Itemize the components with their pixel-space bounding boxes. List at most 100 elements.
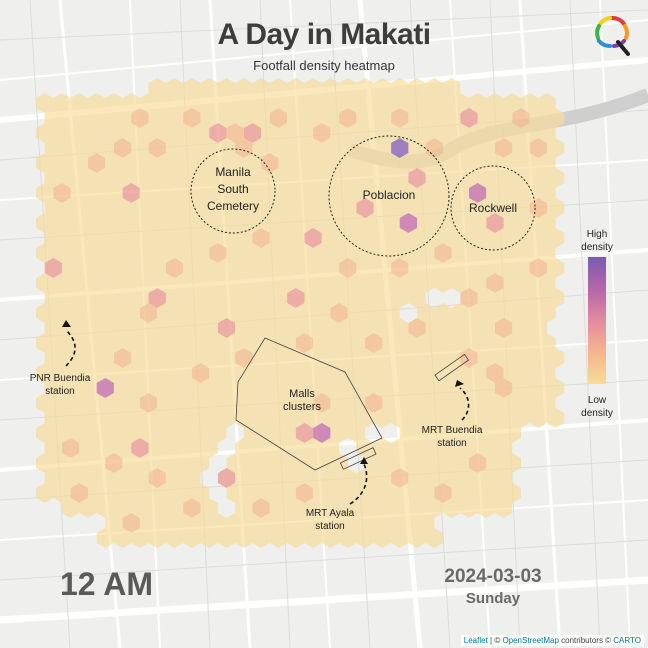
attribution-carto-link[interactable]: CARTO	[613, 636, 641, 645]
heat-hex	[261, 393, 279, 413]
heat-hex	[443, 108, 461, 128]
heat-hex	[339, 138, 357, 158]
heat-hex	[148, 168, 166, 188]
heat-hex	[53, 303, 71, 323]
heat-hex	[356, 258, 374, 278]
heat-hex	[113, 108, 132, 128]
heat-hex	[235, 528, 253, 548]
heat-hex	[287, 258, 305, 278]
heat-hex	[148, 78, 166, 98]
heat-hex	[165, 348, 184, 368]
heat-hex	[88, 363, 106, 383]
heat-hex	[261, 243, 279, 263]
poblacion-circle	[328, 135, 450, 257]
heat-hex	[217, 378, 236, 398]
heat-hex	[96, 318, 114, 338]
heat-hex	[36, 243, 54, 263]
heat-hex	[287, 108, 305, 128]
heat-hex	[434, 363, 452, 383]
heat-hex	[139, 183, 158, 203]
heat-hex	[460, 168, 478, 188]
heat-hex	[339, 378, 357, 398]
heat-hex	[339, 408, 357, 428]
heat-hex	[88, 183, 106, 203]
heat-hex	[486, 123, 504, 143]
heat-hex	[538, 93, 556, 113]
heat-hex	[356, 228, 374, 248]
heat-hex	[252, 198, 270, 218]
heat-hex	[269, 438, 288, 458]
heat-hex	[165, 168, 184, 188]
heat-hex	[347, 423, 366, 443]
heat-hex	[62, 168, 80, 188]
heat-hex	[62, 108, 80, 128]
heat-hex	[538, 243, 556, 263]
heat-hex	[235, 138, 253, 158]
attribution-leaflet-link[interactable]: Leaflet	[463, 636, 488, 645]
heat-hex	[347, 153, 366, 173]
heat-hex	[304, 408, 322, 428]
heat-hex	[113, 468, 132, 488]
heat-hex	[278, 333, 296, 353]
heat-hex	[347, 243, 366, 263]
heat-hex	[373, 528, 392, 548]
heat-hex	[382, 303, 400, 323]
heat-hex	[434, 213, 452, 233]
heat-hex	[105, 363, 123, 383]
heat-hex	[235, 468, 253, 488]
heat-hex	[469, 123, 487, 143]
heat-hex	[434, 303, 452, 323]
heat-hex	[347, 123, 366, 143]
heat-hex	[174, 153, 192, 173]
heat-hex	[191, 393, 210, 413]
attribution-osm-link[interactable]: OpenStreetMap	[502, 636, 559, 645]
heat-hex	[79, 318, 97, 338]
heat-hex	[122, 213, 140, 233]
heat-hex	[113, 258, 132, 278]
heat-hex	[425, 528, 443, 548]
heat-hex	[417, 483, 435, 503]
heat-hex	[105, 393, 123, 413]
heat-hex	[434, 273, 452, 293]
heat-hex	[330, 393, 348, 413]
heat-hex	[295, 333, 314, 353]
heat-hex	[547, 348, 565, 368]
heat-hex	[105, 123, 123, 143]
heat-hex	[356, 288, 374, 308]
heat-hex	[53, 213, 71, 233]
heat-hex	[512, 108, 530, 128]
heat-hex	[131, 378, 149, 398]
heat-hex	[217, 258, 236, 278]
heat-hex	[269, 258, 288, 278]
heat-hex	[243, 213, 262, 233]
heat-hex	[44, 438, 62, 458]
heat-hex	[261, 483, 279, 503]
heat-hex	[443, 468, 461, 488]
heat-hex	[304, 438, 322, 458]
heat-hex	[495, 168, 513, 188]
heat-hex	[131, 168, 149, 188]
heat-hex	[122, 423, 140, 443]
heat-hex	[113, 198, 132, 218]
heat-hex	[356, 468, 374, 488]
heat-hex	[495, 228, 513, 248]
heat-hex	[495, 108, 513, 128]
heat-hex	[79, 198, 97, 218]
heat-hex	[313, 333, 331, 353]
heat-hex	[217, 168, 236, 188]
heat-hex	[139, 423, 158, 443]
mrt-ayala-line2: station	[315, 521, 345, 532]
mrt-ayala-arrowhead	[360, 457, 368, 464]
heat-hex	[165, 408, 184, 428]
heat-hex	[139, 363, 158, 383]
heat-hex	[408, 468, 426, 488]
heat-hex	[113, 288, 132, 308]
heat-hex	[408, 498, 426, 518]
heat-hex	[79, 408, 97, 428]
heat-hex	[105, 513, 123, 533]
heat-hex	[226, 183, 244, 203]
heat-hex	[425, 108, 443, 128]
heat-hex	[451, 363, 469, 383]
heat-hex	[235, 78, 253, 98]
